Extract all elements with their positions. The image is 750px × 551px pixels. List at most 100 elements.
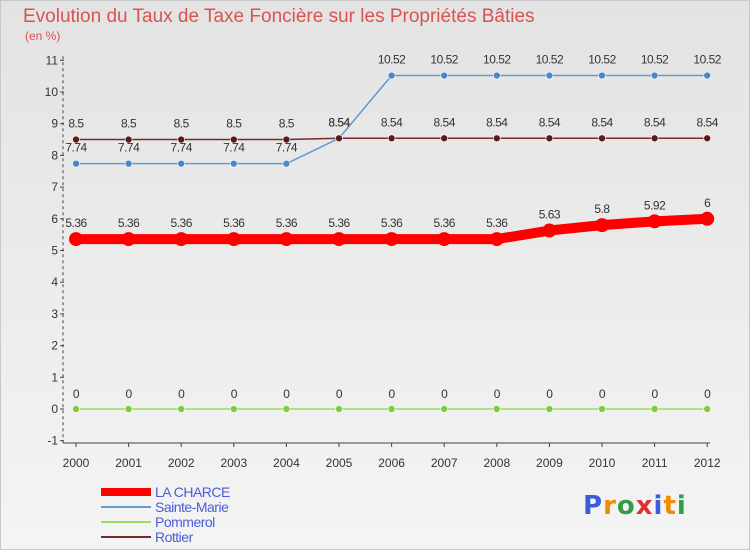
y-tick-label: -1	[47, 434, 58, 448]
data-label: 7.74	[65, 141, 87, 155]
data-point	[335, 405, 343, 413]
data-label: 10.52	[536, 53, 564, 67]
data-point	[437, 232, 452, 247]
data-point	[230, 405, 238, 413]
y-tick-label: 3	[51, 307, 58, 321]
data-point	[177, 135, 185, 144]
data-point	[230, 135, 238, 144]
data-point	[650, 405, 659, 413]
data-point	[69, 232, 83, 247]
data-label: 0	[546, 387, 553, 401]
data-label: 0	[178, 387, 185, 401]
legend-swatch	[101, 521, 151, 523]
x-tick-label: 2005	[326, 456, 353, 470]
data-point	[282, 405, 291, 413]
y-tick-label: 2	[51, 339, 58, 353]
data-label: 0	[494, 387, 501, 401]
data-label: 8.54	[434, 115, 456, 129]
data-point	[492, 134, 501, 143]
data-label: 5.36	[328, 216, 350, 230]
logo-letter: t	[663, 491, 677, 521]
data-label: 8.5	[279, 117, 295, 131]
data-point	[72, 159, 80, 168]
y-tick-label: 8	[51, 148, 58, 162]
data-label: 10.52	[483, 53, 511, 67]
legend-item: LA CHARCE	[101, 485, 321, 500]
data-point	[598, 405, 606, 413]
data-point	[703, 405, 712, 413]
data-point	[124, 405, 133, 413]
data-point	[598, 134, 606, 143]
data-label: 0	[652, 387, 659, 401]
chart-unit-label: (en %)	[25, 29, 61, 43]
data-point	[647, 214, 662, 229]
data-label: 7.74	[276, 141, 298, 155]
data-point	[230, 159, 238, 168]
legend-item: Sainte-Marie	[101, 500, 321, 515]
data-label: 0	[599, 387, 606, 401]
data-label: 0	[283, 387, 290, 401]
data-label: 0	[704, 387, 711, 401]
y-tick-label: 5	[51, 244, 58, 258]
data-label: 8.54	[539, 115, 561, 129]
y-tick-label: 1	[51, 370, 58, 384]
data-label: 8.5	[68, 117, 84, 131]
y-tick-label: 9	[51, 117, 58, 131]
y-tick-label: 7	[51, 180, 58, 194]
data-label: 0	[126, 387, 133, 401]
data-label: 7.74	[118, 141, 140, 155]
data-label: 5.36	[118, 216, 140, 230]
data-point	[124, 135, 133, 144]
data-point	[282, 159, 291, 168]
legend-swatch	[101, 536, 151, 538]
data-point	[387, 134, 396, 143]
data-point	[545, 405, 554, 413]
data-point	[177, 159, 185, 168]
x-tick-label: 2011	[642, 456, 668, 470]
data-point	[703, 71, 712, 80]
data-point	[121, 232, 136, 247]
x-tick-label: 2008	[483, 456, 510, 470]
data-point	[700, 211, 715, 226]
data-point	[598, 71, 606, 80]
legend-item: Pommerol	[101, 515, 321, 530]
data-label: 5.36	[486, 216, 508, 230]
data-label: 7.74	[171, 141, 193, 155]
x-tick-label: 2004	[273, 456, 300, 470]
data-point	[440, 405, 449, 413]
data-point	[174, 232, 189, 247]
data-point	[489, 232, 504, 247]
data-label: 8.54	[591, 115, 613, 129]
x-tick-label: 2002	[168, 456, 195, 470]
series-la-charce	[69, 211, 715, 247]
logo-letter: i	[676, 491, 687, 521]
data-point	[282, 135, 291, 144]
data-point	[72, 405, 80, 413]
y-tick-label: 4	[51, 275, 58, 289]
legend-label: LA CHARCE	[155, 484, 230, 500]
chart-title: Evolution du Taux de Taxe Foncière sur l…	[23, 6, 535, 27]
data-label: 8.54	[328, 115, 350, 129]
data-label: 0	[231, 387, 238, 401]
series-rottier	[72, 134, 712, 144]
legend-swatch	[101, 488, 151, 496]
y-tick-label: 0	[51, 402, 58, 416]
x-tick-label: 2009	[536, 456, 563, 470]
data-label: 5.92	[644, 198, 666, 212]
data-point	[335, 134, 343, 143]
y-tick-label: 6	[51, 212, 58, 226]
data-label: 10.52	[693, 53, 721, 67]
data-point	[226, 232, 241, 247]
data-label: 0	[389, 387, 396, 401]
data-label: 8.54	[697, 115, 719, 129]
series-sainte-marie	[72, 71, 712, 168]
series-pommerol	[72, 405, 712, 413]
x-tick-label: 2012	[694, 456, 721, 470]
proxiti-logo: Proxiti	[583, 491, 687, 521]
data-point	[177, 405, 185, 413]
logo-letter: x	[635, 491, 654, 521]
data-label: 5.36	[276, 216, 298, 230]
data-point	[387, 405, 396, 413]
data-label: 8.54	[644, 115, 666, 129]
